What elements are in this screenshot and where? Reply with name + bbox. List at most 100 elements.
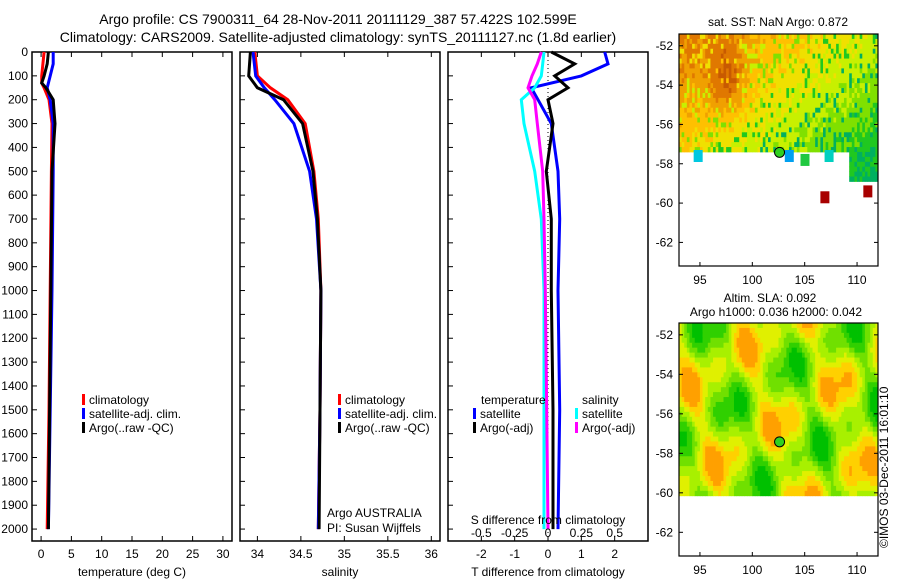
map-cell [815,466,819,472]
map-cell [697,112,701,118]
map-cell [796,83,800,89]
map-cell [851,411,855,418]
map-cell [684,73,688,79]
map-cell [788,490,792,497]
map-cell [765,411,769,418]
map-cell [705,392,709,398]
map-cell [747,63,751,69]
map-cell [851,416,855,423]
map-cell [692,387,696,393]
map-cell [843,372,847,378]
map-cell [718,441,722,447]
map-cell [823,397,827,403]
map-cell [788,387,792,393]
map-cell [736,362,740,368]
map-cell [728,421,732,428]
map-cell [862,63,866,69]
map-cell [702,97,706,104]
map-cell [723,461,727,467]
map-cell [849,171,853,177]
map-cell [684,97,688,104]
map-cell [728,88,732,94]
map-cell [736,127,740,133]
map-cell [875,406,879,413]
map-cell [851,362,855,368]
map-cell [689,372,693,378]
map-cell [786,362,790,368]
map-cell [775,43,779,50]
map-cell [862,161,866,168]
map-cell [710,337,714,344]
map-cell [854,372,858,378]
map-cell [804,441,808,447]
map-cell [851,142,855,148]
map-cell [697,122,701,128]
depth-tick-label: 1600 [1,427,28,441]
map-cell [783,137,787,143]
map-cell [867,352,871,358]
map-cell [830,43,834,50]
map-cell [812,132,816,138]
map-cell [815,397,819,403]
map-cell [804,357,808,363]
map-cell [802,352,806,358]
map-cell [859,68,863,74]
map-cell [736,88,740,94]
map-cell [765,347,769,354]
map-cell [872,436,876,442]
map-cell [749,367,753,373]
map-cell [713,68,717,74]
map-cell [796,147,800,153]
map-cell [781,83,785,89]
map-cell [846,357,850,363]
map-cell [775,83,779,89]
map-cell [710,78,714,84]
map-cell [788,122,792,128]
map-cell [875,446,879,452]
map-cell [694,132,698,138]
map-cell [749,347,753,354]
map-cell [804,112,808,118]
map-cell [707,78,711,84]
salinity-line-2 [247,51,323,530]
map-cell [699,362,703,368]
map-cell [802,461,806,467]
map-cell [778,73,782,79]
map-cell [720,97,724,104]
map-cell [686,382,690,388]
map-cell [778,68,782,74]
map-cell [875,117,879,123]
map-cell [747,107,751,114]
map-cell [872,97,876,104]
map-cell [762,53,766,59]
map-cell [812,38,816,45]
map-cell [804,466,808,472]
map-cell [794,357,798,363]
map-cell [773,421,777,428]
map-cell [744,441,748,447]
map-cell [694,397,698,403]
map-cell [765,471,769,477]
map-cell [870,397,874,403]
map-cell [762,471,766,477]
map-cell [817,127,821,133]
map-cell [770,68,774,74]
map-cell [788,446,792,452]
map-cell [862,142,866,148]
map-cell [823,456,827,462]
map-cell [765,38,769,45]
map-cell [833,34,837,40]
map-cell [815,441,819,447]
map-cell [781,68,785,74]
legend-swatch [575,408,578,419]
map-cell [762,451,766,457]
map-cell [736,107,740,114]
map-cell [692,485,696,492]
map-cell [796,426,800,433]
map-cell [870,461,874,467]
map-cells [679,323,879,497]
map-cell [715,127,719,133]
map-cell [859,117,863,123]
map-cell [862,92,866,99]
map-cell [679,323,683,329]
